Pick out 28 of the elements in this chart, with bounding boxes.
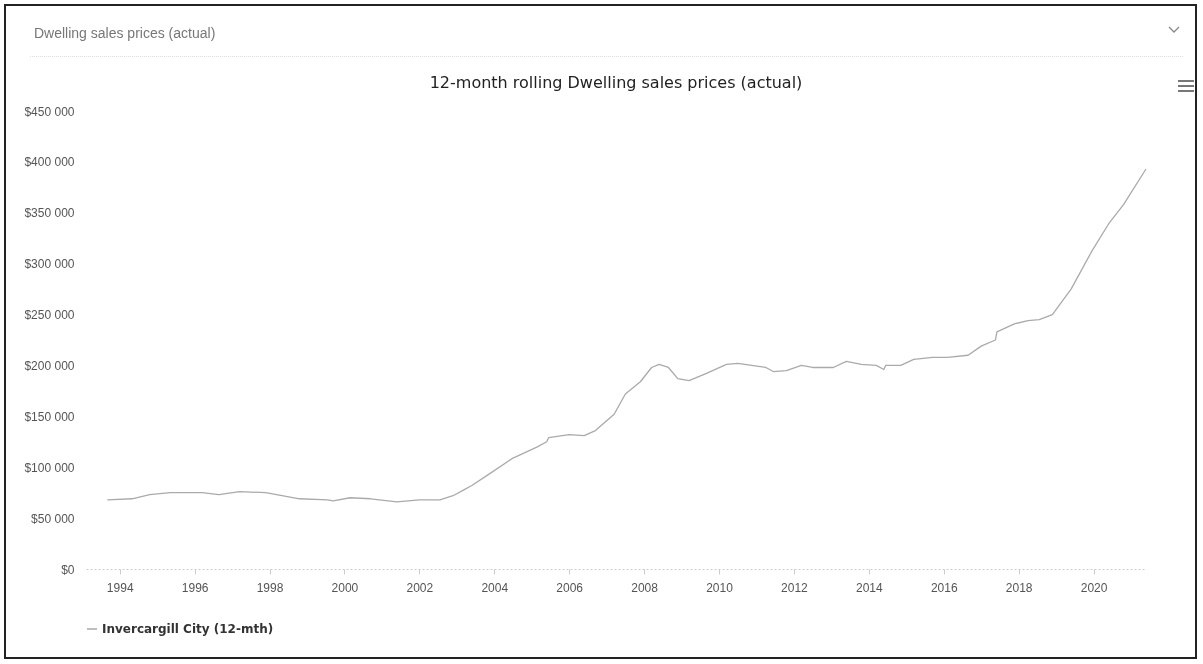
x-tick-label: 2018 <box>1005 580 1033 595</box>
x-tick-label: 2004 <box>481 580 509 595</box>
x-tick-label: 2006 <box>556 580 584 595</box>
x-tick-label: 2002 <box>406 580 434 595</box>
chart-title: 12-month rolling Dwelling sales prices (actual) <box>429 73 803 92</box>
legend-label: Invercargill City (12-mth) <box>102 622 274 636</box>
y-tick-label: $450 000 <box>24 104 75 119</box>
y-tick-label: $300 000 <box>24 257 75 272</box>
y-tick-label: $350 000 <box>24 206 75 221</box>
y-tick-label: $200 000 <box>24 358 75 373</box>
x-tick-label: 2010 <box>706 580 734 595</box>
x-tick-label: 2008 <box>631 580 659 595</box>
y-tick-label: $50 000 <box>31 511 75 526</box>
x-tick-label: 1998 <box>256 580 284 595</box>
x-tick-label: 2016 <box>930 580 958 595</box>
x-tick-label: 2000 <box>331 580 359 595</box>
y-tick-label: $400 000 <box>24 155 75 170</box>
x-tick-label: 1996 <box>181 580 209 595</box>
y-tick-label: $100 000 <box>24 460 75 475</box>
x-tick-label: 1994 <box>106 580 134 595</box>
y-tick-label: $150 000 <box>24 409 75 424</box>
x-tick-label: 2020 <box>1080 580 1108 595</box>
x-tick-label: 2014 <box>855 580 883 595</box>
text: Dwelling sales prices (actual) <box>34 25 216 41</box>
y-tick-label: $250 000 <box>24 308 75 323</box>
x-tick-label: 2012 <box>781 580 809 595</box>
line-series <box>106 168 1147 503</box>
y-tick-label: $0 <box>61 562 75 577</box>
